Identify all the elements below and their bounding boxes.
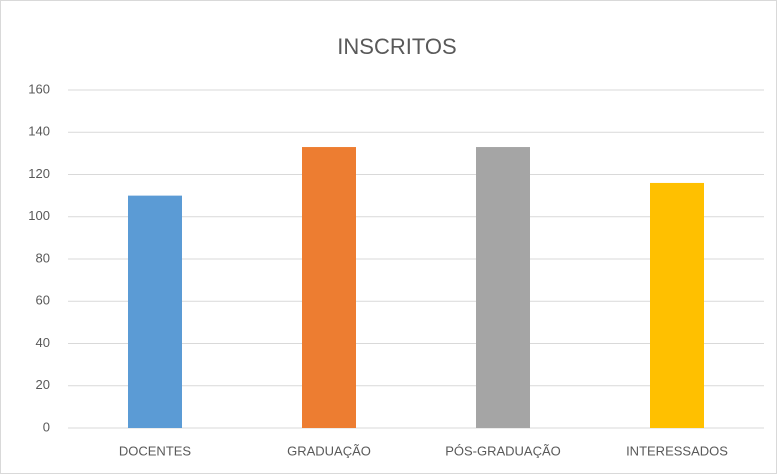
y-tick-label: 160 [28, 81, 50, 96]
y-tick-label: 60 [36, 293, 50, 308]
y-tick-label: 100 [28, 208, 50, 223]
bar [128, 195, 182, 428]
y-tick-label: 20 [36, 377, 50, 392]
y-tick-label: 80 [36, 250, 50, 265]
y-tick-label: 40 [36, 335, 50, 350]
chart-title: INSCRITOS [337, 34, 456, 59]
x-tick-label: INTERESSADOS [626, 443, 728, 458]
y-tick-label: 140 [28, 124, 50, 139]
bar [302, 147, 356, 428]
x-tick-label: PÓS-GRADUAÇÃO [445, 443, 561, 458]
x-tick-label: GRADUAÇÃO [287, 443, 371, 458]
bar [476, 147, 530, 428]
y-tick-label: 120 [28, 166, 50, 181]
x-tick-label: DOCENTES [119, 443, 192, 458]
bar [650, 182, 704, 428]
y-tick-label: 0 [43, 419, 50, 434]
